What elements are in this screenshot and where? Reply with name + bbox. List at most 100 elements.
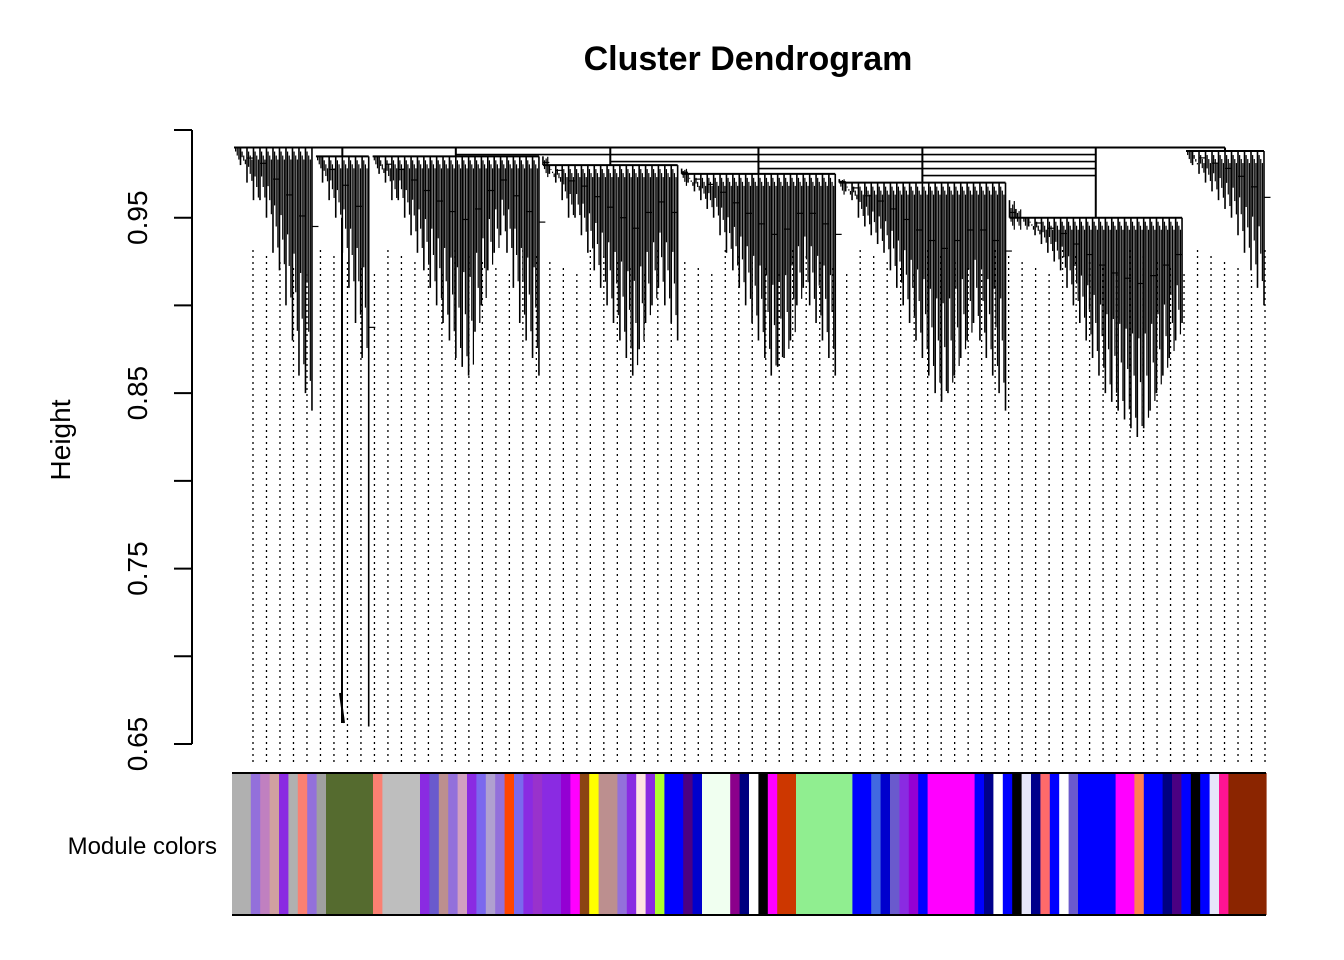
dendrogram-cluster [234, 146, 319, 411]
dendrogram-cluster [838, 179, 1012, 411]
dendrogram-cluster [542, 156, 679, 376]
module-color-segment [1049, 773, 1060, 915]
module-color-segment [438, 773, 449, 915]
module-color-segment [1228, 773, 1267, 915]
module-color-segment [1031, 773, 1041, 915]
dendrogram-cluster [1186, 150, 1271, 306]
module-color-segment [739, 773, 750, 915]
y-axis-label: Height [45, 399, 76, 480]
module-color-segment [871, 773, 882, 915]
module-color-segment [880, 773, 891, 915]
module-color-segment [749, 773, 759, 915]
module-color-segment [297, 773, 308, 915]
module-colors-label: Module colors [68, 833, 217, 860]
module-color-segment [730, 773, 741, 915]
y-tick-label: 0.85 [122, 366, 153, 421]
module-color-segment [1059, 773, 1070, 915]
module-color-segment [683, 773, 694, 915]
module-color-bar [232, 772, 1267, 916]
dendrogram-cluster [680, 168, 842, 376]
module-color-segment [1143, 773, 1164, 915]
module-color-segment [796, 773, 853, 915]
module-color-segment [1219, 773, 1229, 915]
dendrogram-outlier-branch [339, 692, 345, 724]
module-color-segment [777, 773, 797, 915]
module-color-segment [984, 773, 994, 915]
module-color-segment [1190, 773, 1201, 915]
module-color-segment [485, 773, 496, 915]
module-color-segment [645, 773, 656, 915]
module-color-segment [561, 773, 571, 915]
module-color-segment [692, 773, 703, 915]
module-color-segment [457, 773, 468, 915]
module-color-segment [429, 773, 440, 915]
module-color-segment [918, 773, 929, 915]
module-color-segment [232, 773, 252, 915]
module-color-segment [420, 773, 430, 915]
module-color-segment [532, 773, 543, 915]
module-color-segment [1021, 773, 1032, 915]
dendrogram-cluster [1008, 200, 1183, 437]
module-color-segment [523, 773, 534, 915]
module-color-segment [617, 773, 628, 915]
module-color-segment [655, 773, 665, 915]
module-color-segment [852, 773, 872, 915]
module-color-segment [598, 773, 618, 915]
module-color-segment [467, 773, 477, 915]
module-color-segment [579, 773, 590, 915]
module-color-segment [514, 773, 524, 915]
module-color-segment [326, 773, 374, 915]
module-color-segment [448, 773, 459, 915]
chart-title: Cluster Dendrogram [584, 40, 913, 78]
module-color-segment [664, 773, 684, 915]
module-color-segment [1200, 773, 1211, 915]
module-color-segment [899, 773, 910, 915]
module-color-segment [1209, 773, 1220, 915]
module-color-segment [260, 773, 271, 915]
module-color-segment [626, 773, 637, 915]
module-color-segment [636, 773, 647, 915]
module-color-segment [542, 773, 562, 915]
module-color-segment [1068, 773, 1079, 915]
module-color-segment [316, 773, 327, 915]
y-tick-label: 0.95 [122, 190, 153, 245]
module-color-segment [890, 773, 900, 915]
module-color-segment [1162, 773, 1173, 915]
module-color-segment [495, 773, 506, 915]
module-color-segment [908, 773, 919, 915]
module-color-segment [269, 773, 280, 915]
dendrogram-tree [234, 146, 1271, 727]
module-color-segment [288, 773, 299, 915]
module-color-segment [1012, 773, 1023, 915]
module-color-segment [382, 773, 421, 915]
module-color-segment [758, 773, 769, 915]
module-color-segment [702, 773, 731, 915]
module-color-segment [504, 773, 515, 915]
dendrogram-cluster [372, 155, 546, 376]
module-color-segment [1172, 773, 1182, 915]
module-color-segment [1115, 773, 1135, 915]
module-color-segment [476, 773, 487, 915]
module-color-segment [570, 773, 581, 915]
y-tick-label: 0.65 [122, 717, 153, 772]
module-color-segment [993, 773, 1004, 915]
module-color-segment [1181, 773, 1192, 915]
module-color-segment [974, 773, 985, 915]
module-color-segment [589, 773, 600, 915]
module-color-segment [1040, 773, 1051, 915]
dendrogram-cluster [315, 155, 376, 727]
dendrogram-root [272, 146, 1227, 724]
module-color-segment [307, 773, 318, 915]
module-color-segment [1078, 773, 1117, 915]
module-color-segment [1002, 773, 1013, 915]
module-color-segment [279, 773, 289, 915]
module-color-segment [373, 773, 383, 915]
module-color-segment [250, 773, 261, 915]
y-axis: 0.65 0.75 0.85 0.95 [122, 129, 193, 772]
module-color-segment [927, 773, 976, 915]
y-tick-label: 0.75 [122, 541, 153, 596]
module-color-segment [1134, 773, 1145, 915]
module-color-segment [767, 773, 778, 915]
